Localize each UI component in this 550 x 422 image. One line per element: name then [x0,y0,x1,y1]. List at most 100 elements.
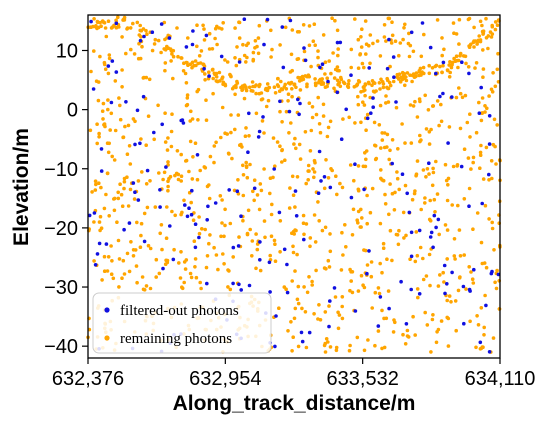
point-remaining [179,250,183,254]
point-remaining [165,44,169,49]
point-remaining [145,32,149,36]
point-remaining [417,69,422,73]
point-filtered-out [202,67,206,71]
point-remaining [495,123,500,127]
point-remaining [179,212,183,217]
point-remaining [166,179,170,184]
point-remaining [318,77,323,82]
point-remaining [92,259,96,263]
point-filtered-out [193,245,198,250]
point-remaining [479,143,483,148]
point-remaining [275,140,280,144]
point-remaining [411,104,416,108]
point-remaining [373,290,378,295]
point-remaining [335,192,339,197]
point-remaining [456,65,460,70]
point-filtered-out [197,235,201,240]
point-remaining [161,177,165,182]
point-remaining [166,136,170,140]
point-remaining [435,99,440,103]
point-remaining [374,156,379,161]
point-filtered-out [205,281,209,286]
point-remaining [327,265,332,269]
point-filtered-out [206,204,210,209]
point-filtered-out [106,64,111,68]
point-remaining [98,228,102,233]
point-remaining [421,256,425,261]
point-remaining [482,325,487,330]
point-filtered-out [317,149,322,154]
point-filtered-out [184,45,189,49]
point-remaining [134,264,139,268]
point-remaining [397,228,401,233]
point-filtered-out [158,205,162,209]
point-remaining [195,177,200,182]
point-remaining [316,55,320,60]
point-remaining [414,230,419,234]
point-remaining [211,91,215,96]
point-remaining [415,253,420,258]
point-remaining [222,234,226,239]
point-remaining [132,197,137,201]
point-remaining [215,42,219,47]
point-remaining [220,75,225,79]
point-remaining [264,104,269,109]
point-remaining [369,260,374,264]
point-remaining [95,141,99,146]
point-remaining [184,81,189,85]
y-tick-label: −30 [44,277,78,299]
point-remaining [214,71,219,76]
point-remaining [103,26,108,30]
point-remaining [298,76,302,80]
point-remaining [428,198,433,203]
point-remaining [171,54,176,59]
point-remaining [175,26,179,30]
point-remaining [364,52,368,56]
point-remaining [106,19,111,24]
point-remaining [457,42,461,46]
point-filtered-out [387,306,391,311]
point-filtered-out [235,189,240,193]
point-filtered-out [459,164,464,169]
point-remaining [109,244,113,248]
point-remaining [277,89,282,93]
point-remaining [213,36,217,41]
point-filtered-out [183,203,187,207]
point-remaining [481,48,485,52]
point-remaining [380,346,384,351]
point-remaining [218,79,222,83]
point-remaining [107,214,111,218]
point-remaining [233,92,237,97]
point-remaining [320,228,325,233]
point-remaining [228,221,233,226]
point-remaining [359,35,363,39]
point-remaining [238,143,242,147]
point-remaining [405,71,410,75]
point-filtered-out [92,211,97,215]
point-filtered-out [294,214,299,218]
point-remaining [147,77,152,82]
point-remaining [361,283,365,288]
point-remaining [362,65,366,70]
point-remaining [397,187,402,192]
point-filtered-out [365,116,370,121]
point-remaining [491,142,496,147]
point-remaining [270,47,274,52]
point-remaining [469,167,473,171]
point-remaining [241,163,245,168]
point-filtered-out [261,115,265,119]
point-remaining [304,181,309,186]
point-remaining [122,186,126,191]
point-filtered-out [93,263,98,267]
point-remaining [413,333,418,337]
point-remaining [101,20,106,25]
point-remaining [101,117,105,121]
point-remaining [445,198,450,203]
point-remaining [362,348,367,353]
point-remaining [433,210,437,214]
point-remaining [291,335,296,340]
point-remaining [288,70,293,74]
point-remaining [481,31,486,35]
point-remaining [439,119,444,124]
point-remaining [421,168,426,172]
